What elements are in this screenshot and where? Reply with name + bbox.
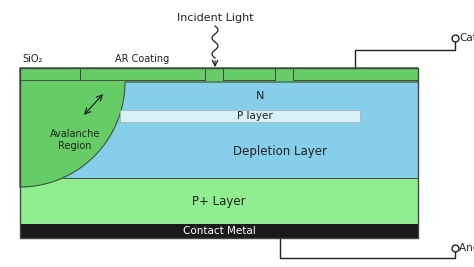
- Text: Depletion Layer: Depletion Layer: [233, 146, 327, 159]
- Bar: [293, 68, 418, 80]
- Bar: [120, 110, 360, 122]
- Bar: [223, 68, 275, 80]
- Text: Cathode(+): Cathode(+): [459, 33, 474, 43]
- Bar: [20, 68, 418, 238]
- Text: N: N: [256, 91, 264, 101]
- Text: Avalanche
Region: Avalanche Region: [50, 129, 100, 151]
- Bar: [20, 82, 418, 178]
- Text: AR Coating: AR Coating: [115, 54, 170, 64]
- Bar: [20, 178, 418, 224]
- Text: P layer: P layer: [237, 111, 273, 121]
- Text: Incident Light: Incident Light: [177, 13, 253, 23]
- Text: Contact Metal: Contact Metal: [182, 226, 255, 236]
- Text: P+ Layer: P+ Layer: [192, 194, 246, 207]
- Text: SiO₂: SiO₂: [22, 54, 42, 64]
- Bar: [20, 224, 418, 238]
- Bar: [20, 68, 80, 80]
- Polygon shape: [20, 68, 418, 187]
- Text: Anode (-): Anode (-): [459, 243, 474, 253]
- Bar: [80, 68, 205, 80]
